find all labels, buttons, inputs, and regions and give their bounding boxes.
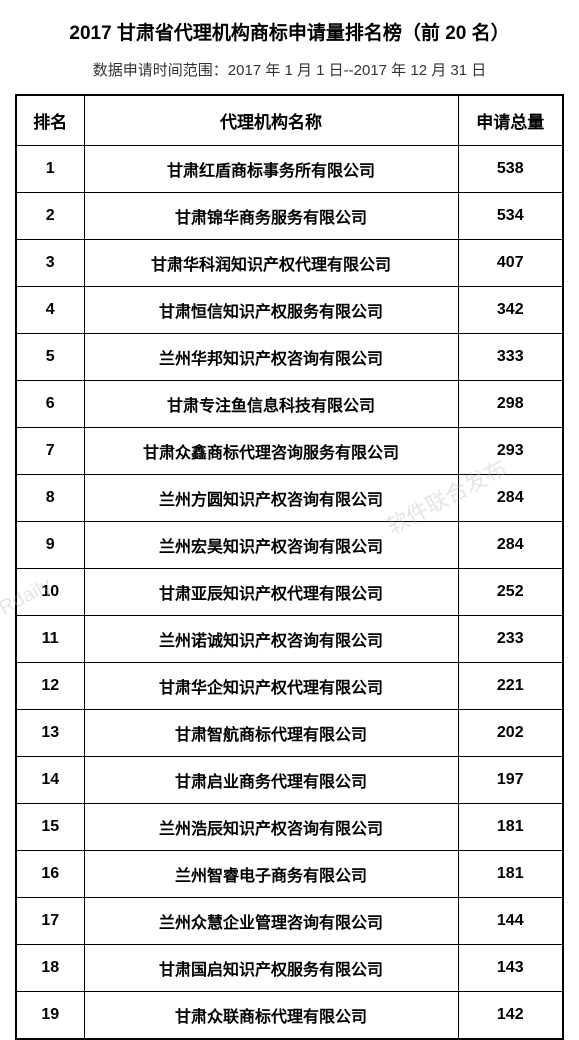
- cell-total: 407: [458, 240, 563, 287]
- page-title: 2017 甘肃省代理机构商标申请量排名榜（前 20 名）: [15, 18, 564, 45]
- table-row: 2甘肃锦华商务服务有限公司534: [16, 193, 563, 240]
- table-row: 13甘肃智航商标代理有限公司202: [16, 710, 563, 757]
- cell-total: 221: [458, 663, 563, 710]
- cell-total: 181: [458, 851, 563, 898]
- cell-rank: 8: [16, 475, 84, 522]
- cell-rank: 10: [16, 569, 84, 616]
- table-row: 9兰州宏昊知识产权咨询有限公司284: [16, 522, 563, 569]
- cell-total: 333: [458, 334, 563, 381]
- cell-rank: 6: [16, 381, 84, 428]
- cell-name: 兰州浩辰知识产权咨询有限公司: [84, 804, 458, 851]
- cell-total: 534: [458, 193, 563, 240]
- cell-total: 284: [458, 475, 563, 522]
- cell-total: 181: [458, 804, 563, 851]
- cell-total: 142: [458, 992, 563, 1040]
- cell-name: 甘肃智航商标代理有限公司: [84, 710, 458, 757]
- cell-rank: 18: [16, 945, 84, 992]
- table-header-row: 排名 代理机构名称 申请总量: [16, 95, 563, 146]
- cell-name: 兰州诺诚知识产权咨询有限公司: [84, 616, 458, 663]
- cell-rank: 4: [16, 287, 84, 334]
- cell-name: 甘肃国启知识产权服务有限公司: [84, 945, 458, 992]
- cell-name: 甘肃众联商标代理有限公司: [84, 992, 458, 1040]
- table-row: 10甘肃亚辰知识产权代理有限公司252: [16, 569, 563, 616]
- table-row: 15兰州浩辰知识产权咨询有限公司181: [16, 804, 563, 851]
- cell-name: 甘肃亚辰知识产权代理有限公司: [84, 569, 458, 616]
- cell-rank: 9: [16, 522, 84, 569]
- cell-rank: 13: [16, 710, 84, 757]
- cell-total: 298: [458, 381, 563, 428]
- cell-rank: 5: [16, 334, 84, 381]
- cell-name: 甘肃华科润知识产权代理有限公司: [84, 240, 458, 287]
- cell-name: 甘肃锦华商务服务有限公司: [84, 193, 458, 240]
- cell-rank: 1: [16, 146, 84, 193]
- table-row: 17兰州众慧企业管理咨询有限公司144: [16, 898, 563, 945]
- table-row: 14甘肃启业商务代理有限公司197: [16, 757, 563, 804]
- cell-name: 甘肃华企知识产权代理有限公司: [84, 663, 458, 710]
- cell-rank: 11: [16, 616, 84, 663]
- cell-name: 甘肃专注鱼信息科技有限公司: [84, 381, 458, 428]
- cell-rank: 16: [16, 851, 84, 898]
- cell-rank: 17: [16, 898, 84, 945]
- table-row: 12甘肃华企知识产权代理有限公司221: [16, 663, 563, 710]
- cell-total: 143: [458, 945, 563, 992]
- table-row: 5兰州华邦知识产权咨询有限公司333: [16, 334, 563, 381]
- page-subtitle: 数据申请时间范围：2017 年 1 月 1 日--2017 年 12 月 31 …: [15, 59, 564, 80]
- cell-name: 兰州众慧企业管理咨询有限公司: [84, 898, 458, 945]
- header-rank: 排名: [16, 95, 84, 146]
- table-row: 7甘肃众鑫商标代理咨询服务有限公司293: [16, 428, 563, 475]
- cell-name: 兰州方圆知识产权咨询有限公司: [84, 475, 458, 522]
- table-row: 1甘肃红盾商标事务所有限公司538: [16, 146, 563, 193]
- cell-total: 202: [458, 710, 563, 757]
- cell-name: 甘肃启业商务代理有限公司: [84, 757, 458, 804]
- header-name: 代理机构名称: [84, 95, 458, 146]
- cell-rank: 19: [16, 992, 84, 1040]
- cell-name: 兰州智睿电子商务有限公司: [84, 851, 458, 898]
- table-row: 4甘肃恒信知识产权服务有限公司342: [16, 287, 563, 334]
- cell-name: 兰州宏昊知识产权咨询有限公司: [84, 522, 458, 569]
- cell-total: 342: [458, 287, 563, 334]
- cell-total: 252: [458, 569, 563, 616]
- cell-name: 甘肃红盾商标事务所有限公司: [84, 146, 458, 193]
- cell-total: 284: [458, 522, 563, 569]
- cell-total: 293: [458, 428, 563, 475]
- cell-rank: 7: [16, 428, 84, 475]
- ranking-table: 排名 代理机构名称 申请总量 1甘肃红盾商标事务所有限公司5382甘肃锦华商务服…: [15, 94, 564, 1040]
- cell-name: 兰州华邦知识产权咨询有限公司: [84, 334, 458, 381]
- table-row: 19甘肃众联商标代理有限公司142: [16, 992, 563, 1040]
- header-total: 申请总量: [458, 95, 563, 146]
- table-row: 8兰州方圆知识产权咨询有限公司284: [16, 475, 563, 522]
- table-row: 3甘肃华科润知识产权代理有限公司407: [16, 240, 563, 287]
- table-row: 18甘肃国启知识产权服务有限公司143: [16, 945, 563, 992]
- table-row: 11兰州诺诚知识产权咨询有限公司233: [16, 616, 563, 663]
- cell-rank: 3: [16, 240, 84, 287]
- cell-name: 甘肃众鑫商标代理咨询服务有限公司: [84, 428, 458, 475]
- table-row: 6甘肃专注鱼信息科技有限公司298: [16, 381, 563, 428]
- cell-total: 233: [458, 616, 563, 663]
- cell-rank: 2: [16, 193, 84, 240]
- table-row: 16兰州智睿电子商务有限公司181: [16, 851, 563, 898]
- cell-total: 144: [458, 898, 563, 945]
- cell-name: 甘肃恒信知识产权服务有限公司: [84, 287, 458, 334]
- cell-total: 197: [458, 757, 563, 804]
- cell-rank: 14: [16, 757, 84, 804]
- cell-rank: 15: [16, 804, 84, 851]
- cell-total: 538: [458, 146, 563, 193]
- cell-rank: 12: [16, 663, 84, 710]
